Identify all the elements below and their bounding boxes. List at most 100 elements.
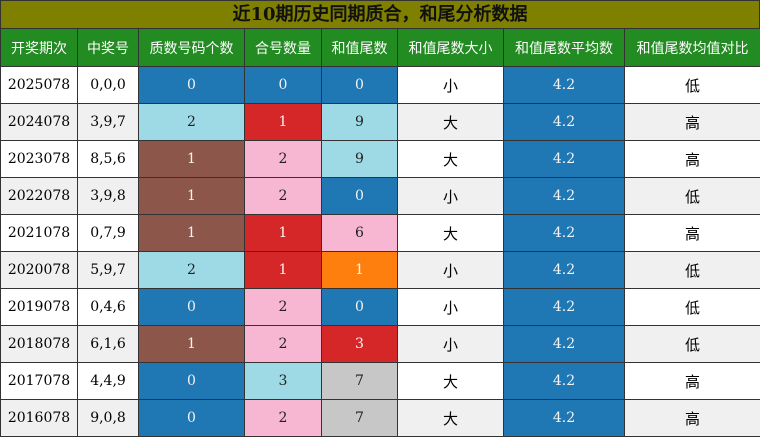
table-row: 2021078 0,7,9 1 1 6 大 4.2 高 (0, 214, 760, 252)
tail-size-cell: 小 (397, 325, 504, 363)
prime-count-cell: 0 (138, 362, 245, 400)
tail-size-cell: 大 (397, 399, 504, 437)
header-issue: 开奖期次 (0, 28, 78, 67)
numbers-cell: 4,4,9 (77, 362, 139, 400)
numbers-cell: 8,5,6 (77, 140, 139, 178)
table-row: 2020078 5,9,7 2 1 1 小 4.2 低 (0, 251, 760, 289)
tail-average-cell: 4.2 (503, 214, 625, 252)
tail-average-cell: 4.2 (503, 399, 625, 437)
table-row: 2019078 0,4,6 0 2 0 小 4.2 低 (0, 288, 760, 326)
numbers-cell: 0,0,0 (77, 66, 139, 104)
issue-cell: 2020078 (0, 251, 78, 289)
composite-count-cell: 1 (244, 214, 322, 252)
issue-cell: 2023078 (0, 140, 78, 178)
tail-average-cell: 4.2 (503, 288, 625, 326)
page-title: 近10期历史同期质合，和尾分析数据 (0, 0, 760, 28)
composite-count-cell: 1 (244, 103, 322, 141)
sum-tail-cell: 0 (321, 177, 398, 215)
tail-average-cell: 4.2 (503, 177, 625, 215)
numbers-cell: 9,0,8 (77, 399, 139, 437)
average-compare-cell: 低 (624, 325, 760, 363)
header-numbers: 中奖号 (77, 28, 139, 67)
composite-count-cell: 1 (244, 251, 322, 289)
prime-count-cell: 0 (138, 66, 245, 104)
sum-tail-cell: 6 (321, 214, 398, 252)
tail-size-cell: 小 (397, 177, 504, 215)
prime-count-cell: 2 (138, 251, 245, 289)
header-average-compare: 和值尾数均值对比 (624, 28, 760, 67)
sum-tail-cell: 9 (321, 103, 398, 141)
tail-average-cell: 4.2 (503, 325, 625, 363)
composite-count-cell: 3 (244, 362, 322, 400)
prime-count-cell: 2 (138, 103, 245, 141)
tail-average-cell: 4.2 (503, 140, 625, 178)
tail-size-cell: 大 (397, 362, 504, 400)
issue-cell: 2022078 (0, 177, 78, 215)
numbers-cell: 3,9,8 (77, 177, 139, 215)
table-row: 2025078 0,0,0 0 0 0 小 4.2 低 (0, 66, 760, 104)
tail-size-cell: 小 (397, 66, 504, 104)
average-compare-cell: 高 (624, 362, 760, 400)
sum-tail-cell: 0 (321, 288, 398, 326)
tail-size-cell: 大 (397, 103, 504, 141)
header-tail-average: 和值尾数平均数 (503, 28, 625, 67)
tail-size-cell: 大 (397, 140, 504, 178)
composite-count-cell: 2 (244, 140, 322, 178)
prime-count-cell: 1 (138, 325, 245, 363)
table-row: 2024078 3,9,7 2 1 9 大 4.2 高 (0, 103, 760, 141)
header-sum-tail: 和值尾数 (321, 28, 398, 67)
composite-count-cell: 0 (244, 66, 322, 104)
issue-cell: 2018078 (0, 325, 78, 363)
header-composite-count: 合号数量 (244, 28, 322, 67)
tail-average-cell: 4.2 (503, 66, 625, 104)
composite-count-cell: 2 (244, 325, 322, 363)
average-compare-cell: 低 (624, 177, 760, 215)
tail-average-cell: 4.2 (503, 362, 625, 400)
sum-tail-cell: 7 (321, 362, 398, 400)
table-row: 2022078 3,9,8 1 2 0 小 4.2 低 (0, 177, 760, 215)
prime-count-cell: 1 (138, 177, 245, 215)
table-row: 2017078 4,4,9 0 3 7 大 4.2 高 (0, 362, 760, 400)
composite-count-cell: 2 (244, 177, 322, 215)
sum-tail-cell: 7 (321, 399, 398, 437)
issue-cell: 2021078 (0, 214, 78, 252)
average-compare-cell: 高 (624, 103, 760, 141)
average-compare-cell: 低 (624, 251, 760, 289)
composite-count-cell: 2 (244, 288, 322, 326)
sum-tail-cell: 0 (321, 66, 398, 104)
table-row: 2016078 9,0,8 0 2 7 大 4.2 高 (0, 399, 760, 437)
issue-cell: 2017078 (0, 362, 78, 400)
sum-tail-cell: 3 (321, 325, 398, 363)
issue-cell: 2024078 (0, 103, 78, 141)
issue-cell: 2025078 (0, 66, 78, 104)
average-compare-cell: 低 (624, 288, 760, 326)
average-compare-cell: 高 (624, 399, 760, 437)
average-compare-cell: 低 (624, 66, 760, 104)
header-row: 开奖期次 中奖号 质数号码个数 合号数量 和值尾数 和值尾数大小 和值尾数平均数 和值尾数均值… (0, 28, 760, 67)
prime-count-cell: 1 (138, 214, 245, 252)
issue-cell: 2016078 (0, 399, 78, 437)
sum-tail-cell: 1 (321, 251, 398, 289)
tail-size-cell: 小 (397, 288, 504, 326)
numbers-cell: 0,4,6 (77, 288, 139, 326)
average-compare-cell: 高 (624, 140, 760, 178)
prime-count-cell: 1 (138, 140, 245, 178)
table-row: 2023078 8,5,6 1 2 9 大 4.2 高 (0, 140, 760, 178)
issue-cell: 2019078 (0, 288, 78, 326)
header-tail-size: 和值尾数大小 (397, 28, 504, 67)
numbers-cell: 0,7,9 (77, 214, 139, 252)
tail-average-cell: 4.2 (503, 251, 625, 289)
tail-average-cell: 4.2 (503, 103, 625, 141)
prime-count-cell: 0 (138, 399, 245, 437)
average-compare-cell: 高 (624, 214, 760, 252)
prime-count-cell: 0 (138, 288, 245, 326)
sum-tail-cell: 9 (321, 140, 398, 178)
numbers-cell: 5,9,7 (77, 251, 139, 289)
tail-size-cell: 大 (397, 214, 504, 252)
numbers-cell: 6,1,6 (77, 325, 139, 363)
numbers-cell: 3,9,7 (77, 103, 139, 141)
header-prime-count: 质数号码个数 (138, 28, 245, 67)
data-table: 开奖期次 中奖号 质数号码个数 合号数量 和值尾数 和值尾数大小 和值尾数平均数 和值尾数均值… (0, 28, 760, 437)
tail-size-cell: 小 (397, 251, 504, 289)
composite-count-cell: 2 (244, 399, 322, 437)
